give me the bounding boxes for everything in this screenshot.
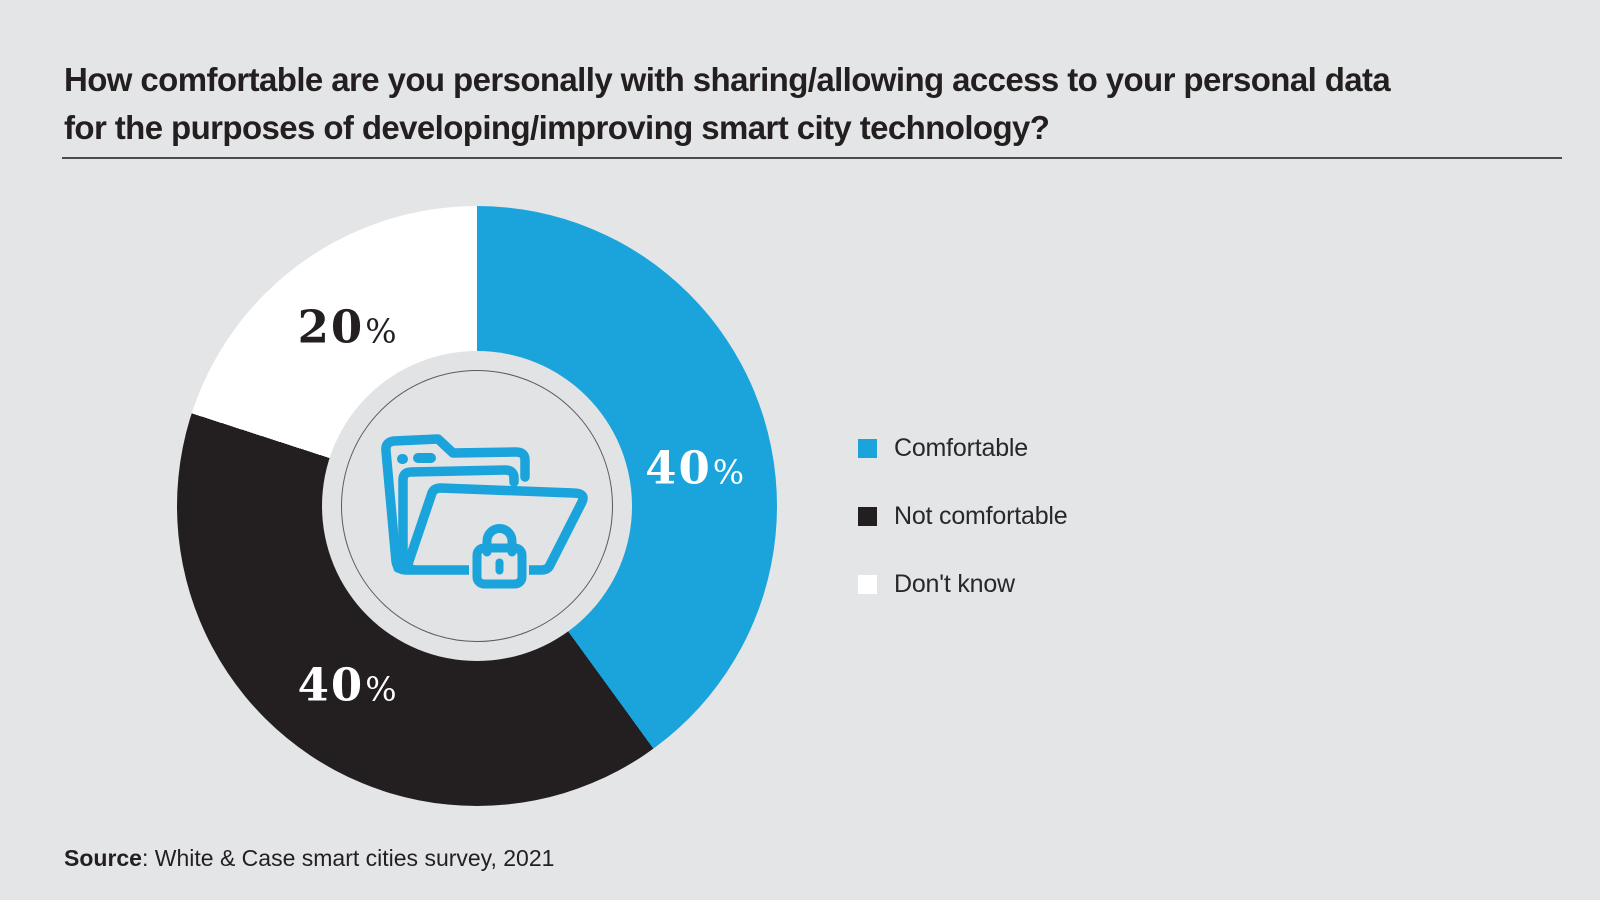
source-label: Source <box>64 845 142 871</box>
donut-center-ring <box>341 370 613 642</box>
donut-segment-label: 20% <box>298 301 397 354</box>
page-title-line1: How comfortable are you personally with … <box>64 61 1391 98</box>
segment-value: 40 <box>645 441 712 495</box>
source-text: : White & Case smart cities survey, 2021 <box>141 845 555 871</box>
legend-label: Not comfortable <box>894 501 1068 530</box>
legend-swatch <box>858 506 877 526</box>
source-note: Source: White & Case smart cities survey… <box>64 845 554 872</box>
legend-label: Don't know <box>894 569 1015 598</box>
segment-value: 20 <box>297 300 365 354</box>
segment-unit: % <box>712 452 745 492</box>
legend-swatch <box>858 574 877 594</box>
legend-item: Don't know <box>858 570 1067 598</box>
legend-label: Comfortable <box>894 433 1028 462</box>
segment-unit: % <box>365 311 397 351</box>
title-divider <box>62 157 1562 159</box>
legend-item: Comfortable <box>858 434 1067 462</box>
segment-unit: % <box>365 669 397 709</box>
legend-item: Not comfortable <box>858 502 1068 530</box>
page-title: How comfortable are you personally with … <box>64 56 1391 152</box>
legend: Comfortable Not comfortable Don't know <box>858 434 1068 642</box>
legend-swatch <box>858 438 877 458</box>
folder-lock-icon <box>381 434 588 591</box>
donut-chart: 40% 40% 20% <box>177 206 777 806</box>
donut-segment-label: 40% <box>645 441 744 494</box>
donut-segment-label: 40% <box>298 658 397 711</box>
segment-value: 40 <box>297 658 365 712</box>
page-title-line2: for the purposes of developing/improving… <box>64 109 1050 146</box>
